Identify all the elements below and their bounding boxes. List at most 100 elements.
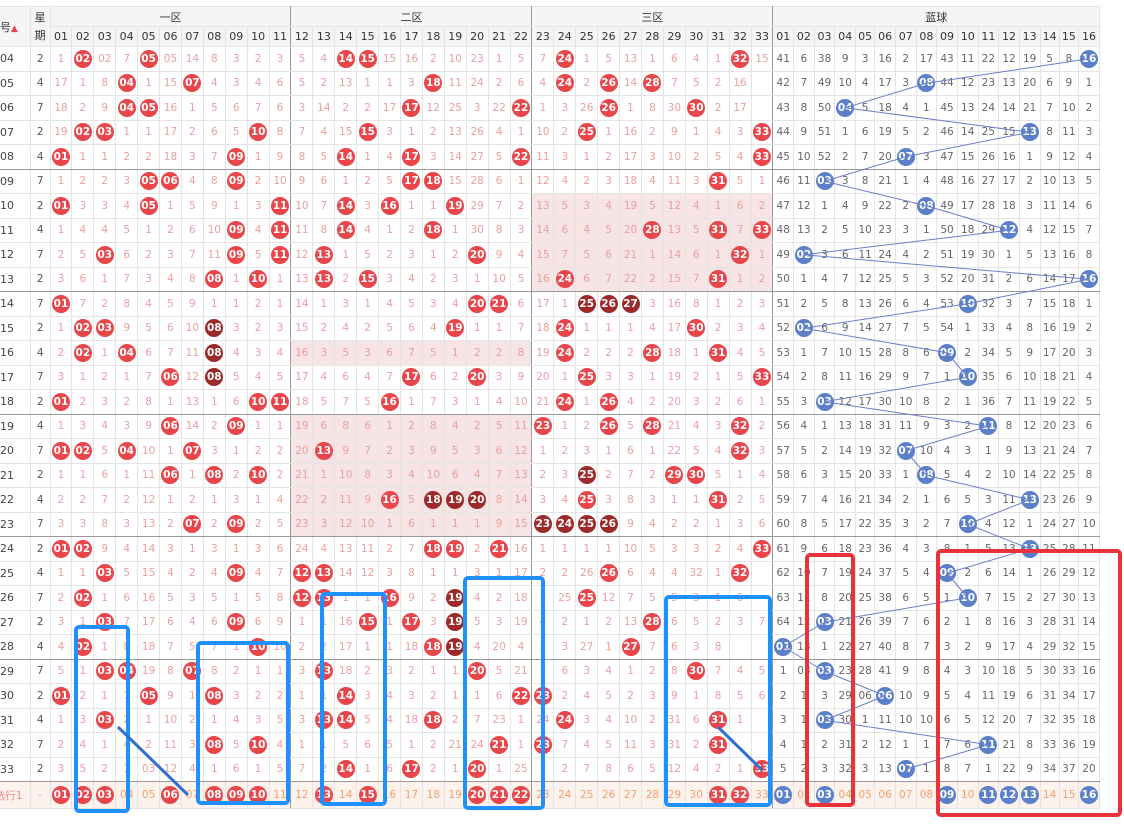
preselect-blue-cell[interactable]: 03 [813,781,836,809]
preselect-red-ball[interactable]: 10 [249,786,268,804]
preselect-red-cell[interactable]: 27 [619,781,642,809]
preselect-red-cell[interactable]: 32 [728,781,752,809]
preselect-blue-ball[interactable]: 12 [1000,786,1019,804]
preselect-blue-cell[interactable]: 01 [772,781,795,809]
preselect-red-cell[interactable]: 22 [509,781,533,809]
preselect-red-cell[interactable]: 23 [531,781,555,809]
preselect-red-ball[interactable]: 20 [468,786,487,804]
preselect-red-ball[interactable]: 32 [731,786,750,804]
preselect-red-cell[interactable]: 31 [706,781,730,809]
preselect-red-ball[interactable]: 01 [51,786,70,804]
preselect-red-cell[interactable]: 02 [71,781,95,809]
preselect-red-ball[interactable]: 03 [95,786,114,804]
red-miss-cell: 5 [334,340,358,366]
preselect-blue-ball[interactable]: 01 [774,786,793,804]
preselect-blue-cell[interactable]: 04 [834,781,857,809]
preselect-blue-ball[interactable]: 11 [979,786,998,804]
preselect-red-cell[interactable]: 14 [334,781,358,809]
preselect-blue-cell[interactable]: 06 [874,781,896,809]
preselect-red-cell[interactable]: 17 [400,781,423,809]
preselect-red-ball[interactable]: 06 [161,786,180,804]
preselect-red-cell[interactable]: 24 [553,781,577,809]
preselect-red-cell[interactable]: 08 [202,781,226,809]
preselect-red-ball[interactable]: 22 [511,786,530,804]
preselect-blue-cell[interactable]: 10 [956,781,979,809]
red-miss-cell: 19 [531,340,555,366]
red-miss-cell: 2 [49,242,73,268]
preselect-red-cell[interactable]: 30 [684,781,708,809]
preselect-red-cell[interactable]: 01 [49,781,73,809]
red-miss-cell: 1 [224,585,248,611]
blue-miss-cell: 4 [915,291,938,317]
preselect-red-cell[interactable]: 12 [290,781,314,809]
preselect-red-cell[interactable]: 26 [597,781,621,809]
preselect-red-cell[interactable]: 29 [662,781,686,809]
blue-ball: 01 [774,637,793,656]
preselect-blue-ball[interactable]: 16 [1079,786,1098,804]
red-ball: 15 [358,270,377,289]
preselect-red-cell[interactable]: 28 [640,781,664,809]
red-miss-cell: 8 [421,413,445,439]
preselect-red-ball[interactable]: 08 [205,786,224,804]
preselect-blue-ball[interactable]: 09 [938,786,957,804]
preselect-red-cell[interactable]: 05 [137,781,161,809]
preselect-red-ball[interactable]: 15 [358,786,377,804]
red-hit-cell: 05 [137,95,161,121]
preselect-blue-cell[interactable]: 13 [1018,781,1041,809]
preselect-red-cell[interactable]: 04 [115,781,139,809]
preselect-red-cell[interactable]: 13 [312,781,336,809]
preselect-red-cell[interactable]: 21 [487,781,511,809]
blue-miss-cell: 52 [813,144,836,170]
preselect-red-cell[interactable]: 33 [750,781,774,809]
preselect-blue-cell[interactable]: 05 [855,781,876,809]
preselect-red-cell[interactable]: 11 [268,781,292,809]
preselect-blue-cell[interactable]: 07 [894,781,917,809]
red-miss-cell: 1 [662,487,686,513]
red-miss-cell: 2 [640,707,664,733]
preselect-blue-cell[interactable]: 16 [1077,781,1101,809]
sort-arrow-icon[interactable]: ▲ [10,23,18,34]
preselect-red-cell[interactable]: 18 [421,781,445,809]
preselect-blue-cell[interactable]: 14 [1039,781,1060,809]
red-miss-cell: 5 [378,732,401,758]
issue-cell: 25106 [0,95,31,121]
preselect-red-cell[interactable]: 10 [246,781,270,809]
issue-header[interactable]: 期号▲ [0,6,31,47]
red-miss-cell: 6 [487,683,511,709]
preselect-blue-cell[interactable]: 15 [1058,781,1079,809]
preselect-red-cell[interactable]: 19 [443,781,467,809]
red-miss-cell: 6 [400,315,423,341]
red-miss-cell: 5 [640,585,664,611]
preselect-red-cell[interactable]: 20 [465,781,489,809]
blue-miss-cell: 51 [772,291,795,317]
red-hit-cell: 01 [49,683,73,709]
preselect-red-ball[interactable]: 31 [709,786,728,804]
red-miss-cell: 26 [465,119,489,145]
preselect-red-cell[interactable]: 15 [356,781,380,809]
red-hit-cell: 11 [268,193,292,219]
preselect-blue-ball[interactable]: 03 [815,786,834,804]
preselect-blue-ball[interactable]: 13 [1020,786,1039,804]
preselect-red-cell[interactable]: 16 [378,781,401,809]
red-miss-cell: 8 [487,487,511,513]
preselect-red-ball[interactable]: 02 [73,786,92,804]
preselect-red-ball[interactable]: 21 [490,786,509,804]
preselect-red-cell[interactable]: 06 [159,781,182,809]
preselect-blue-cell[interactable]: 09 [936,781,958,809]
preselect-blue-cell[interactable]: 12 [998,781,1020,809]
blue-miss-cell: 10 [915,707,938,733]
red-miss-cell: 1 [71,609,95,635]
blue-miss-cell: 25 [1058,462,1079,488]
preselect-blue-cell[interactable]: 11 [977,781,1000,809]
red-miss-cell: 6 [487,438,511,464]
preselect-red-cell[interactable]: 07 [180,781,204,809]
red-miss-cell: 13 [509,462,533,488]
preselect-blue-cell[interactable]: 02 [793,781,815,809]
preselect-red-cell[interactable]: 25 [575,781,599,809]
preselect-red-cell[interactable]: 03 [93,781,117,809]
preselect-red-ball[interactable]: 13 [314,786,333,804]
preselect-blue-cell[interactable]: 08 [915,781,938,809]
preselect-red-cell[interactable]: 09 [224,781,248,809]
red-miss-cell: 1 [224,634,248,660]
preselect-red-ball[interactable]: 09 [227,786,246,804]
